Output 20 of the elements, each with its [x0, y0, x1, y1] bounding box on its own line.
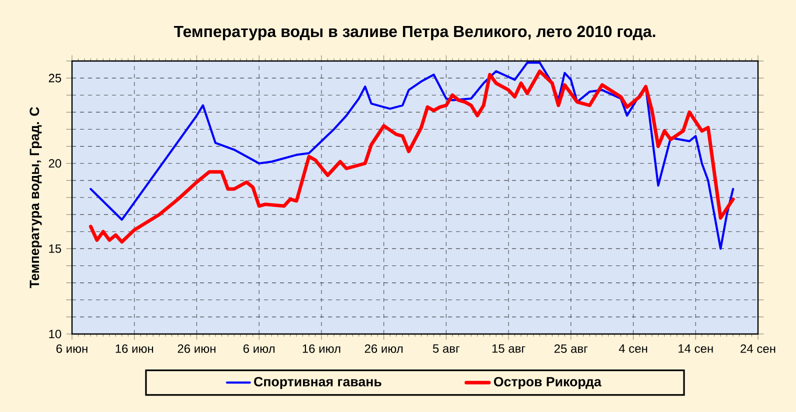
x-tick-label: 15 авг	[492, 344, 526, 353]
x-tick-label: 6 июл	[243, 344, 274, 353]
x-tick-label: 5 авг	[432, 344, 460, 353]
x-tick-label: 24 сен	[740, 344, 776, 353]
chart-title: Температура воды в заливе Петра Великого, лето 2010 года.	[174, 26, 656, 40]
x-tick-label: 26 июл	[364, 344, 403, 353]
x-tick-label: 6 июн	[56, 344, 88, 353]
x-tick-label: 25 авг	[554, 344, 588, 353]
y-tick-label: 25	[48, 74, 62, 82]
y-axis-title: Температура воды, Град. C	[30, 107, 42, 288]
legend-label: Спортивная гавань	[254, 376, 382, 390]
legend-label: Остров Рикорда	[494, 376, 602, 390]
x-tick-label: 16 июн	[116, 344, 154, 353]
y-tick-label: 10	[49, 330, 62, 338]
x-tick-label: 26 июн	[178, 344, 216, 353]
x-tick-label: 4 сен	[618, 344, 648, 353]
y-tick-label: 20	[48, 159, 62, 168]
x-tick-label: 16 июл	[302, 344, 340, 353]
y-tick-label: 15	[49, 244, 62, 253]
x-tick-label: 14 сен	[678, 344, 713, 353]
